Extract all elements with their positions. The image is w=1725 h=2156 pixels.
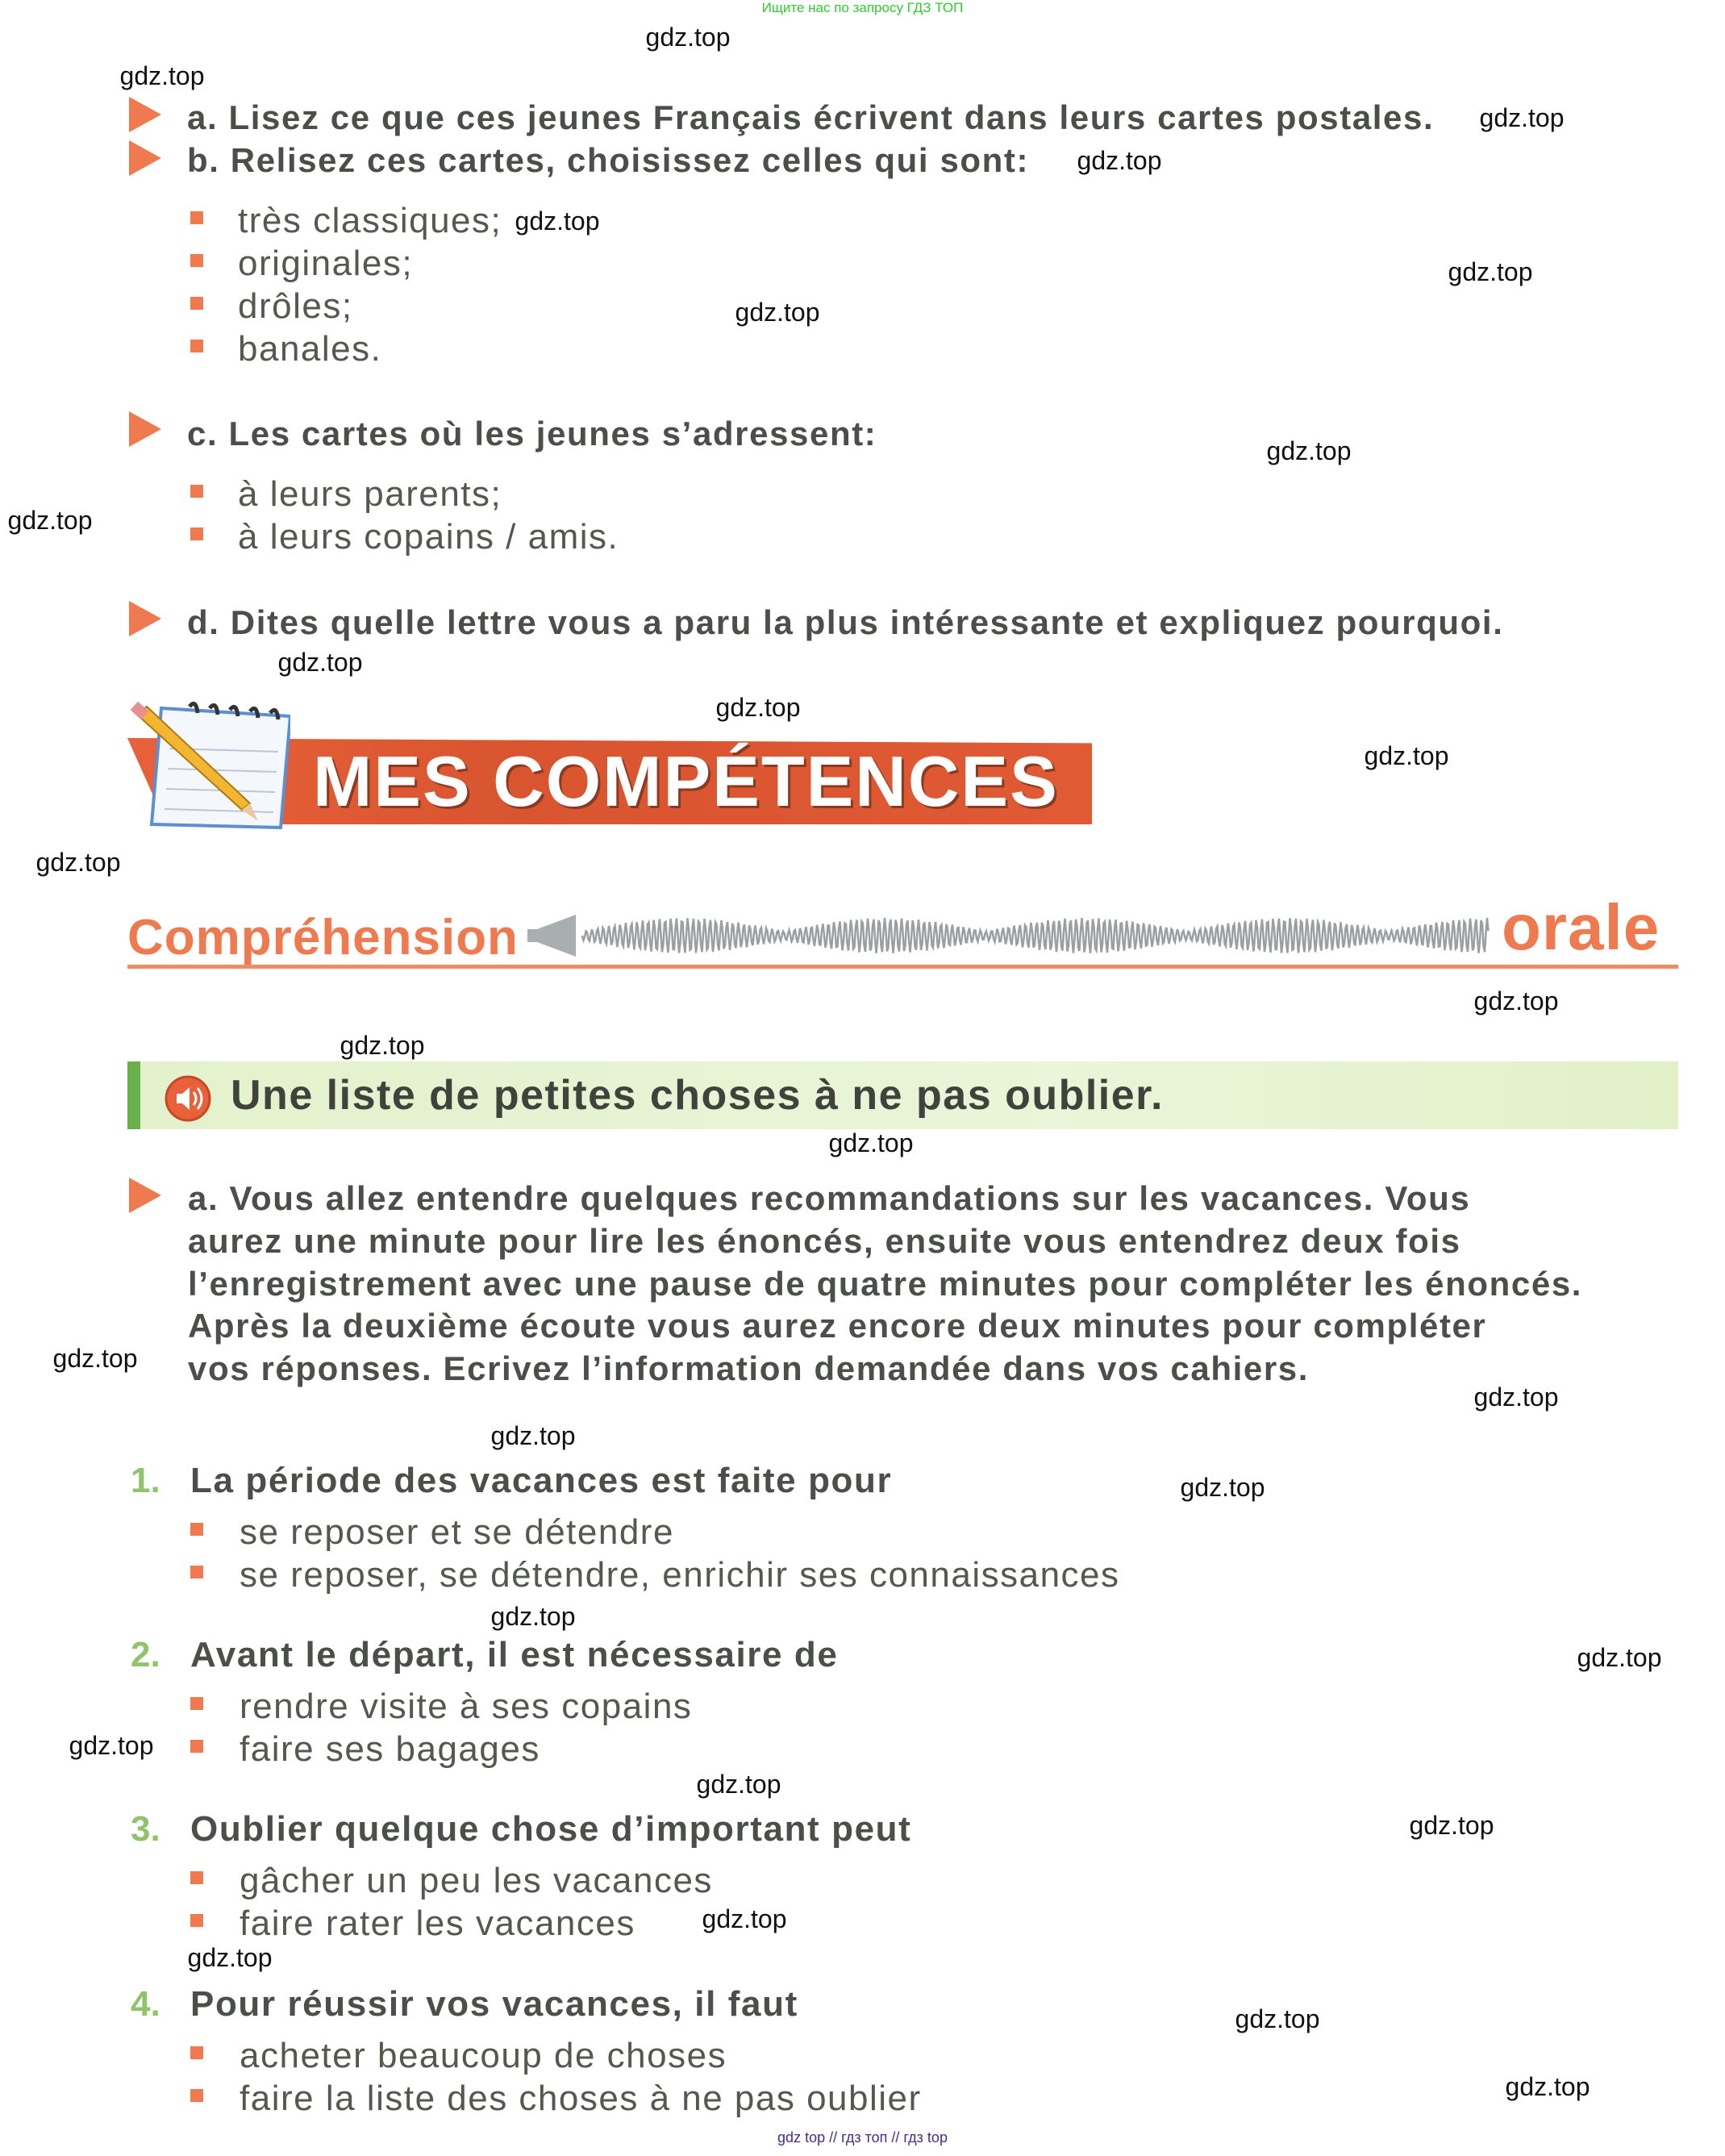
arrow-icon — [129, 601, 161, 636]
watermark: gdz.top — [1448, 257, 1533, 286]
bullet-icon — [190, 1740, 203, 1753]
instruction-a: a. Lisez ce que ces jeunes Français écri… — [187, 98, 1435, 136]
answer-option: faire ses bagages — [240, 1729, 540, 1769]
instruction-line: aurez une minute pour lire les énoncés, … — [188, 1222, 1461, 1260]
watermark: gdz.top — [52, 1344, 138, 1373]
watermark: gdz.top — [490, 1421, 576, 1450]
question-number: 1. — [131, 1461, 160, 1500]
watermark: gdz.top — [1077, 146, 1162, 175]
instruction-line: vos réponses. Ecrivez l’information dema… — [188, 1349, 1310, 1387]
answer-option: faire rater les vacances — [240, 1904, 635, 1943]
bullet-icon — [190, 485, 203, 498]
bullet-icon — [190, 1914, 203, 1927]
option: banales. — [238, 329, 382, 369]
question-number: 2. — [131, 1635, 160, 1674]
question-text: La période des vacances est faite pour — [190, 1461, 893, 1500]
watermark: gdz.top — [735, 298, 820, 327]
question-number: 4. — [131, 1984, 160, 2024]
watermark: gdz.top — [187, 1943, 273, 1972]
bullet-icon — [190, 1566, 203, 1578]
option: originales; — [238, 244, 414, 283]
option: drôles; — [238, 286, 353, 326]
bullet-icon — [190, 211, 203, 224]
question-number: 3. — [131, 1809, 160, 1849]
speaker-icon — [165, 1075, 211, 1122]
question-text: Avant le départ, il est nécessaire de — [190, 1635, 839, 1674]
watermark: gdz.top — [1479, 103, 1565, 132]
watermark: gdz.top — [490, 1602, 576, 1631]
notepad-pencil-icon — [130, 701, 290, 829]
question-text: Oublier quelque chose d’important peut — [190, 1809, 912, 1849]
section-title-left: Compréhension — [127, 910, 519, 965]
bullet-icon — [190, 340, 203, 352]
section-title-right: orale — [1502, 891, 1660, 963]
megaphone-soundwave-icon — [527, 915, 1490, 957]
exercise-header — [127, 1061, 1678, 1129]
watermark: gdz.top — [340, 1031, 425, 1060]
answer-option: rendre visite à ses copains — [240, 1687, 693, 1726]
watermark: gdz.top — [119, 61, 205, 90]
watermark: gdz.top — [645, 23, 731, 52]
exercise-title: Une liste de petites choses à ne pas oub… — [231, 1072, 1164, 1119]
arrow-icon — [129, 411, 161, 447]
bullet-icon — [190, 528, 203, 540]
watermark: gdz.top — [69, 1731, 154, 1760]
bullet-icon — [190, 297, 203, 310]
instruction-line: Après la deuxième écoute vous aurez enco… — [188, 1307, 1487, 1345]
option: très classiques; — [238, 201, 502, 240]
question-text: Pour réussir vos vacances, il faut — [190, 1984, 798, 2024]
instruction-d: d. Dites quelle lettre vous a paru la pl… — [187, 603, 1504, 641]
bullet-icon — [190, 1697, 203, 1710]
bullet-icon — [190, 1523, 203, 1536]
bullet-icon — [190, 2089, 203, 2102]
section-divider — [127, 965, 1678, 969]
watermark: gdz.top — [715, 693, 801, 722]
watermark: gdz.top — [277, 648, 363, 677]
banner-title: MES COMPÉTENCES — [313, 741, 1059, 821]
answer-option: acheter beaucoup de choses — [240, 2036, 727, 2075]
watermark: gdz.top — [7, 506, 93, 535]
answer-option: faire la liste des choses à ne pas oubli… — [240, 2079, 922, 2118]
option: à leurs copains / amis. — [238, 517, 619, 557]
watermark: gdz.top — [1180, 1473, 1265, 1502]
bullet-icon — [190, 1871, 203, 1884]
answer-option: se reposer et se détendre — [240, 1512, 674, 1552]
watermark: gdz.top — [696, 1770, 781, 1799]
watermark: gdz.top — [35, 848, 121, 877]
option: à leurs parents; — [238, 474, 502, 514]
answer-option: se reposer, se détendre, enrichir ses co… — [240, 1555, 1120, 1595]
watermark: gdz.top — [1473, 986, 1559, 1015]
watermark: gdz.top — [1473, 1382, 1559, 1412]
arrow-icon — [129, 97, 161, 132]
top-note: Ищите нас по запросу ГДЗ ТОП — [761, 0, 964, 15]
instruction-c: c. Les cartes où les jeunes s’adressent: — [187, 415, 877, 452]
watermark: gdz.top — [1364, 741, 1449, 770]
bullet-icon — [190, 2046, 203, 2059]
watermark: gdz.top — [1235, 2004, 1320, 2033]
watermark: gdz.top — [702, 1904, 787, 1933]
instruction-b: b. Relisez ces cartes, choisissez celles… — [187, 141, 1030, 179]
instruction-line: a. Vous allez entendre quelques recomman… — [188, 1179, 1471, 1217]
watermark: gdz.top — [1577, 1643, 1662, 1672]
watermark: gdz.top — [828, 1128, 914, 1157]
arrow-icon — [129, 140, 161, 176]
arrow-icon — [129, 1178, 161, 1213]
watermark: gdz.top — [1505, 2072, 1590, 2101]
watermark: gdz.top — [1266, 436, 1352, 465]
answer-option: gâcher un peu les vacances — [240, 1861, 713, 1900]
footer: gdz top // гдз топ // гдз top — [777, 2129, 948, 2146]
watermark: gdz.top — [1409, 1811, 1494, 1840]
band-stripe — [127, 1061, 140, 1129]
watermark: gdz.top — [515, 206, 600, 236]
bullet-icon — [190, 254, 203, 267]
instruction-line: l’enregistrement avec une pause de quatr… — [188, 1265, 1583, 1303]
